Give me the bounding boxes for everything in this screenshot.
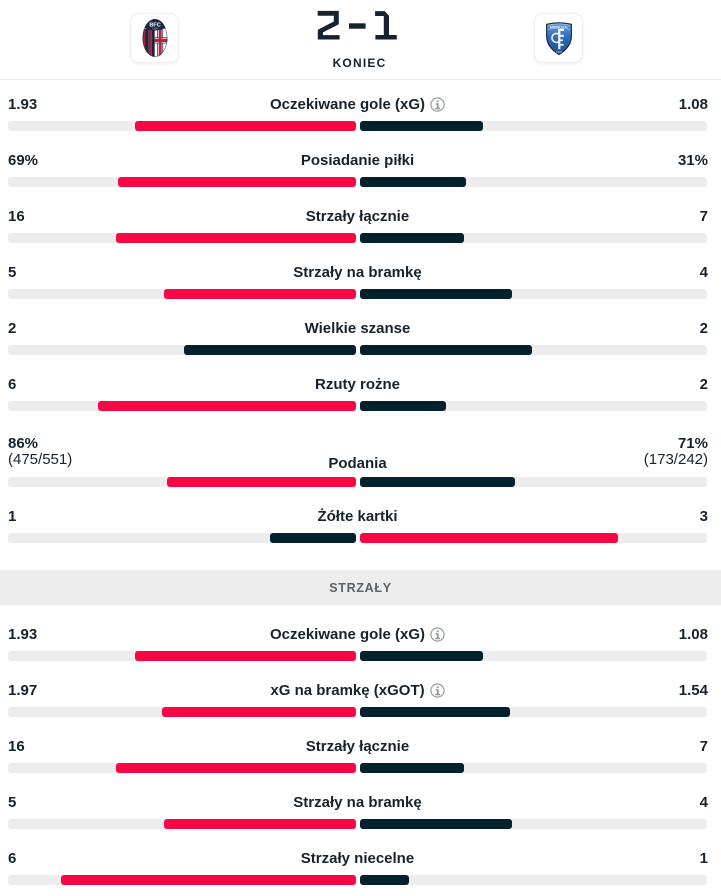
svg-text:1920: 1920: [556, 50, 562, 54]
svg-text:EMPOLI F.C.: EMPOLI F.C.: [550, 25, 568, 29]
svg-text:BFC: BFC: [149, 22, 161, 28]
svg-text:1909: 1909: [152, 27, 158, 31]
